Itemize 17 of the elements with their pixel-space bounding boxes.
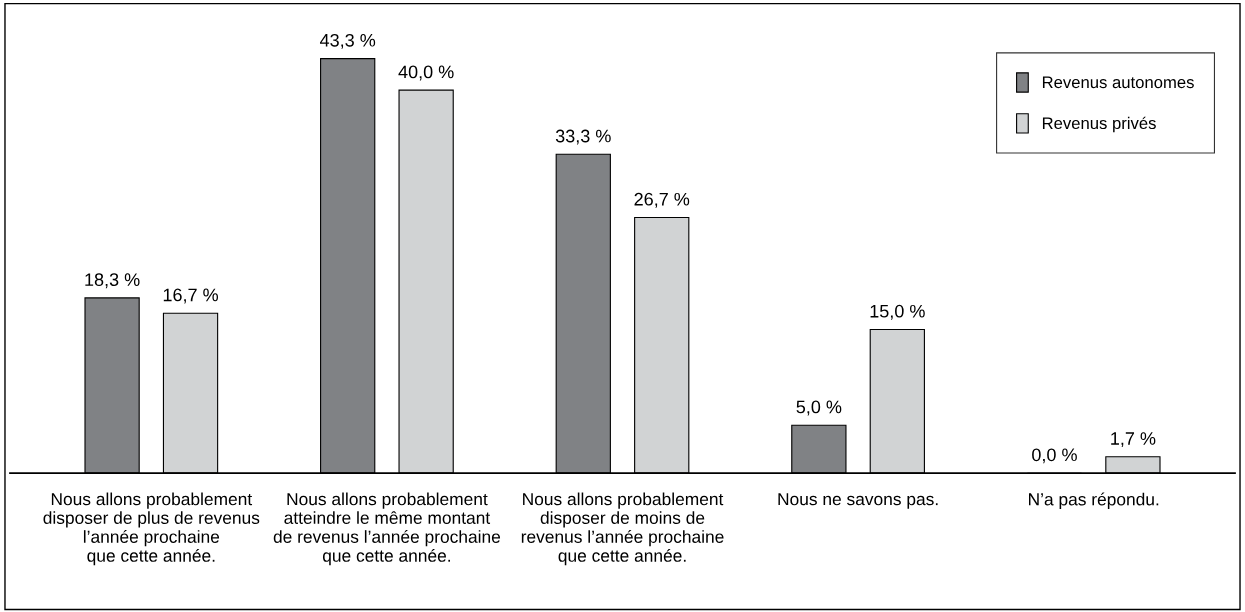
data-label: 33,3 %	[555, 129, 611, 145]
legend-label: Revenus privés	[1042, 116, 1156, 133]
data-label: 15,0 %	[870, 304, 925, 320]
x-tick-label: Nous allons probablement disposer de moins de revenus l’année prochaine que cette année.	[521, 492, 724, 566]
data-label: 43,3 %	[319, 33, 376, 49]
x-tick-label: Nous ne savons pas.	[778, 493, 938, 509]
data-label: 0,0 %	[1032, 448, 1077, 464]
data-label: 16,7 %	[163, 288, 219, 304]
legend-label: Revenus autonomes	[1042, 76, 1194, 89]
x-tick-label: Nous allons probablement disposer de plus de revenus l’année prochaine que cette année.	[43, 492, 260, 566]
x-tick-label: N’a pas répondu.	[1029, 492, 1159, 509]
data-label: 18,3 %	[85, 273, 140, 289]
data-label: 40,0 %	[398, 65, 454, 81]
data-label: 1,7 %	[1111, 432, 1156, 448]
data-label: 5,0 %	[796, 400, 842, 416]
data-label: 26,7 %	[634, 192, 690, 208]
x-tick-label: Nous allons probablement atteindre le même montant de revenus l’année prochaine que cette année.	[273, 492, 501, 566]
